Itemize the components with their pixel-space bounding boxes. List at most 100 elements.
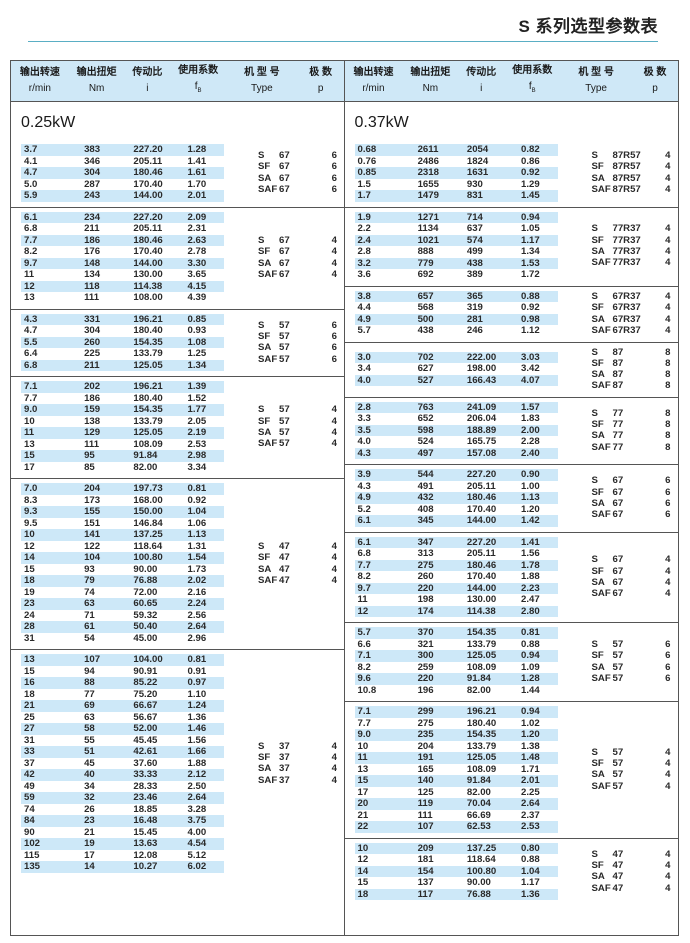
data-rows: 3.9 544 227.20 0.90 4.3 491 205.11 1.00 4.9 432 18… xyxy=(345,469,568,527)
mount-type: SF xyxy=(258,330,271,342)
service-factor-cell: 4.15 xyxy=(187,280,207,292)
ratio-cell: 205.11 xyxy=(466,548,496,560)
model-size: 47 xyxy=(612,871,624,883)
service-factor-cell: 1.54 xyxy=(187,552,207,563)
ratio-cell: 499 xyxy=(466,246,483,257)
model-size: 67 xyxy=(612,554,624,566)
header-label-zh: 极 数 xyxy=(309,67,332,78)
table-row: 1.9 1271 714 0.94 xyxy=(354,211,558,223)
table-row: 6.8 211 125.05 1.34 xyxy=(21,359,224,371)
output-torque-cell: 23 xyxy=(84,815,95,826)
ratio-cell: 170.40 xyxy=(133,246,163,257)
output-speed-cell: 10 xyxy=(357,842,369,854)
type-row: SA 37 4 xyxy=(258,763,337,774)
type-row: SF 47 4 xyxy=(592,860,671,871)
model-size: 47 xyxy=(279,574,290,586)
ratio-cell: 85.22 xyxy=(133,677,158,688)
output-torque-cell: 58 xyxy=(84,723,95,734)
type-row: S 37 4 xyxy=(258,741,337,752)
service-factor-cell: 1.28 xyxy=(521,673,540,685)
output-torque-cell: 63 xyxy=(84,598,95,609)
mount-type: SAF xyxy=(591,441,611,453)
pole-count: 4 xyxy=(665,234,671,246)
service-factor-cell: 2.50 xyxy=(187,780,207,792)
header-label-en: r/min xyxy=(362,81,384,97)
header-label-zh: 使用系数 xyxy=(512,65,553,76)
ratio-cell: 227.20 xyxy=(133,211,163,223)
ratio-cell: 13.63 xyxy=(133,838,158,849)
table-row: 25 63 56.67 1.36 xyxy=(21,712,224,724)
pole-count: 4 xyxy=(665,780,671,792)
type-list: S 67 4 SF 67 4 SA 67 4 SAF 67 4 xyxy=(568,554,671,599)
table-row: 28 61 50.40 2.64 xyxy=(21,621,224,633)
output-torque-cell: 26 xyxy=(84,803,95,815)
ratio-cell: 125.05 xyxy=(133,427,163,438)
type-row: S 87 8 xyxy=(592,347,671,358)
ratio-cell: 205.11 xyxy=(466,480,496,492)
header-label-zh: 输出转速 xyxy=(353,67,394,78)
model-size: 57 xyxy=(612,780,624,792)
data-rows: 0.68 2611 2054 0.82 0.76 2486 1824 0.86 0.85 2318… xyxy=(345,144,568,202)
service-factor-cell: 1.34 xyxy=(187,359,207,371)
model-size: 57 xyxy=(612,758,624,770)
output-speed-cell: 102 xyxy=(24,838,41,849)
header-cell: 输出扭矩 Nm xyxy=(69,61,125,101)
output-speed-cell: 6.8 xyxy=(24,223,38,234)
ratio-cell: 168.00 xyxy=(133,494,163,506)
service-factor-cell: 2.98 xyxy=(187,450,207,461)
ratio-cell: 930 xyxy=(466,178,483,190)
table-row: 7.1 202 196.21 1.39 xyxy=(21,381,224,393)
group-list: 0.68 2611 2054 0.82 0.76 2486 1824 0.86 0.85 2318… xyxy=(344,140,678,905)
table-row: 6.8 313 205.11 1.56 xyxy=(355,548,558,560)
header-label-en: i xyxy=(480,81,482,97)
ratio-cell: 146.84 xyxy=(133,517,163,529)
ratio-cell: 90.00 xyxy=(466,877,491,889)
pole-count: 8 xyxy=(665,369,671,381)
output-torque-cell: 275 xyxy=(417,717,434,729)
table-row: 17 85 82.00 3.34 xyxy=(21,462,224,474)
service-factor-cell: 1.31 xyxy=(187,540,207,552)
table-row: 6.1 347 227.20 1.41 xyxy=(354,536,558,549)
output-torque-cell: 71 xyxy=(84,609,95,621)
table-row: 3.0 702 222.00 3.03 xyxy=(354,351,558,364)
service-factor-cell: 5.12 xyxy=(187,849,207,861)
pole-count: 4 xyxy=(665,290,671,302)
output-torque-cell: 331 xyxy=(84,313,101,325)
table-row: 16 88 85.22 0.97 xyxy=(21,677,224,689)
ratio-cell: 2054 xyxy=(466,144,489,155)
mount-type: S xyxy=(591,346,598,358)
pole-count: 4 xyxy=(665,161,671,173)
output-torque-cell: 779 xyxy=(417,257,434,269)
ratio-cell: 154.35 xyxy=(466,729,497,741)
service-factor-cell: 2.24 xyxy=(187,598,207,609)
type-row: SA 87R57 4 xyxy=(592,173,671,184)
service-factor-cell: 1.45 xyxy=(521,190,540,201)
output-torque-cell: 220 xyxy=(417,582,434,594)
ratio-cell: 246 xyxy=(466,325,483,336)
mount-type: SA xyxy=(591,430,605,442)
table-row: 4.0 527 166.43 4.07 xyxy=(354,374,558,387)
output-speed-cell: 21 xyxy=(24,700,35,711)
data-rows: 6.1 234 227.20 2.09 6.8 211 205.11 2.31 7.7 186 18… xyxy=(11,211,234,304)
output-speed-cell: 15 xyxy=(24,563,35,575)
table-row: 21 111 66.69 2.37 xyxy=(355,810,558,822)
model-size: 67R37 xyxy=(612,313,641,325)
table-row: 12 181 118.64 0.88 xyxy=(355,854,558,866)
service-factor-cell: 3.30 xyxy=(187,257,207,269)
service-factor-cell: 1.78 xyxy=(521,559,540,571)
ratio-cell: 196.21 xyxy=(466,706,497,718)
model-size: 57 xyxy=(279,438,290,450)
table-row: 4.1 346 205.11 1.41 xyxy=(21,156,224,168)
mount-type: SAF xyxy=(258,184,278,196)
table-row: 13 165 108.09 1.71 xyxy=(355,764,558,776)
service-factor-cell: 1.08 xyxy=(187,336,207,348)
model-size: 57 xyxy=(279,319,290,331)
header-unit: f xyxy=(194,81,198,92)
mount-type: SA xyxy=(258,257,272,269)
mount-type: SA xyxy=(591,769,605,781)
mount-type: SAF xyxy=(591,509,611,521)
service-factor-cell: 2.25 xyxy=(521,786,540,798)
ratio-cell: 227.20 xyxy=(466,469,497,481)
mount-type: SA xyxy=(591,576,605,588)
type-list: S 67 6 SF 67 6 SA 67 6 SAF 67 6 xyxy=(234,150,337,195)
